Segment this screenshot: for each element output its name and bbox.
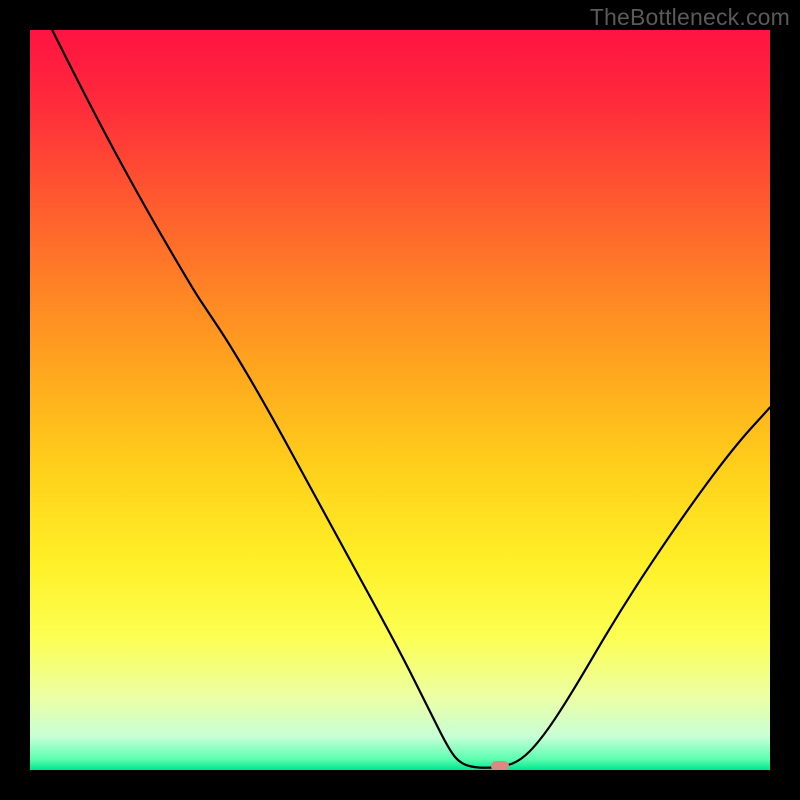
gradient-and-line-svg — [30, 30, 770, 770]
gradient-background — [30, 30, 770, 770]
plot-area — [30, 30, 770, 770]
watermark-text: TheBottleneck.com — [590, 4, 790, 31]
minimum-marker — [491, 761, 509, 770]
chart-frame: TheBottleneck.com — [0, 0, 800, 800]
